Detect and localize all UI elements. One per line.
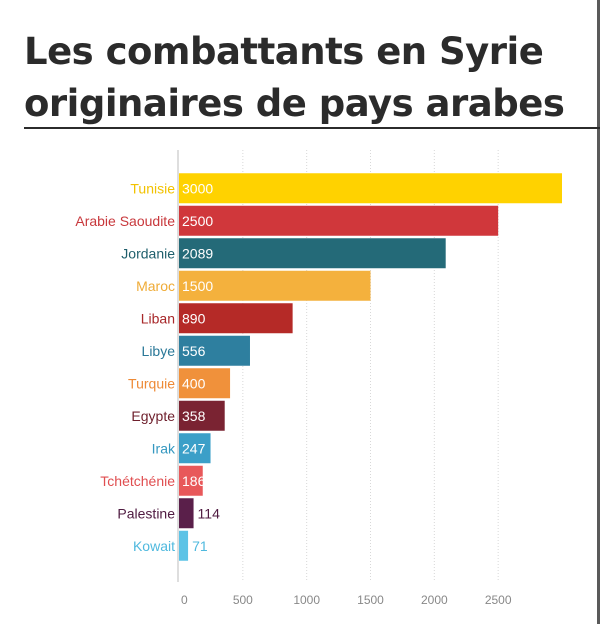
bar bbox=[179, 270, 371, 301]
category-label: Irak bbox=[152, 440, 176, 456]
category-labels: Tunisie Arabie Saoudite Jordanie Maroc Liban… bbox=[75, 180, 176, 554]
category-label: Maroc bbox=[136, 278, 175, 294]
frame-border bbox=[597, 0, 600, 624]
value-label: 114 bbox=[198, 505, 221, 521]
bar bbox=[179, 433, 211, 464]
x-axis-ticks: 0 500 1000 1500 2000 2500 bbox=[181, 593, 512, 607]
value-label: 556 bbox=[182, 343, 206, 359]
value-label: 358 bbox=[182, 408, 206, 424]
category-label: Jordanie bbox=[121, 245, 175, 261]
value-label: 186 bbox=[182, 473, 206, 489]
category-label: Turquie bbox=[128, 375, 175, 391]
title-divider bbox=[24, 127, 600, 129]
category-label: Tchétchénie bbox=[100, 473, 175, 489]
category-label: Arabie Saoudite bbox=[75, 213, 175, 229]
bar bbox=[179, 335, 250, 366]
x-tick-label: 1500 bbox=[357, 593, 384, 607]
bar bbox=[179, 238, 446, 269]
value-label: 3000 bbox=[182, 180, 213, 196]
x-tick-label: 2500 bbox=[485, 593, 512, 607]
bars bbox=[179, 173, 562, 561]
value-labels: 3000 2500 2089 1500 890 556 400 358 247 186 114 71 bbox=[182, 180, 220, 554]
bar bbox=[179, 303, 293, 334]
bar bbox=[179, 173, 562, 204]
x-tick-label: 500 bbox=[233, 593, 253, 607]
x-tick-label: 1000 bbox=[293, 593, 320, 607]
chart-title: Les combattants en Syrie originaires de … bbox=[24, 30, 565, 125]
value-label: 890 bbox=[182, 310, 206, 326]
value-label: 2500 bbox=[182, 213, 213, 229]
bar bbox=[179, 530, 189, 561]
value-label: 1500 bbox=[182, 278, 213, 294]
value-label: 71 bbox=[192, 538, 208, 554]
x-tick-label: 0 bbox=[181, 593, 188, 607]
bar bbox=[179, 368, 231, 399]
x-tick-label: 2000 bbox=[421, 593, 448, 607]
category-label: Kowait bbox=[133, 538, 175, 554]
bar bbox=[179, 205, 499, 236]
bar bbox=[179, 498, 194, 529]
category-label: Libye bbox=[142, 343, 176, 359]
category-label: Tunisie bbox=[130, 180, 175, 196]
value-label: 247 bbox=[182, 440, 206, 456]
bar bbox=[179, 465, 203, 496]
value-label: 400 bbox=[182, 375, 206, 391]
bar bbox=[179, 400, 225, 431]
category-label: Egypte bbox=[131, 408, 175, 424]
category-label: Palestine bbox=[117, 505, 175, 521]
value-label: 2089 bbox=[182, 245, 213, 261]
category-label: Liban bbox=[141, 310, 175, 326]
